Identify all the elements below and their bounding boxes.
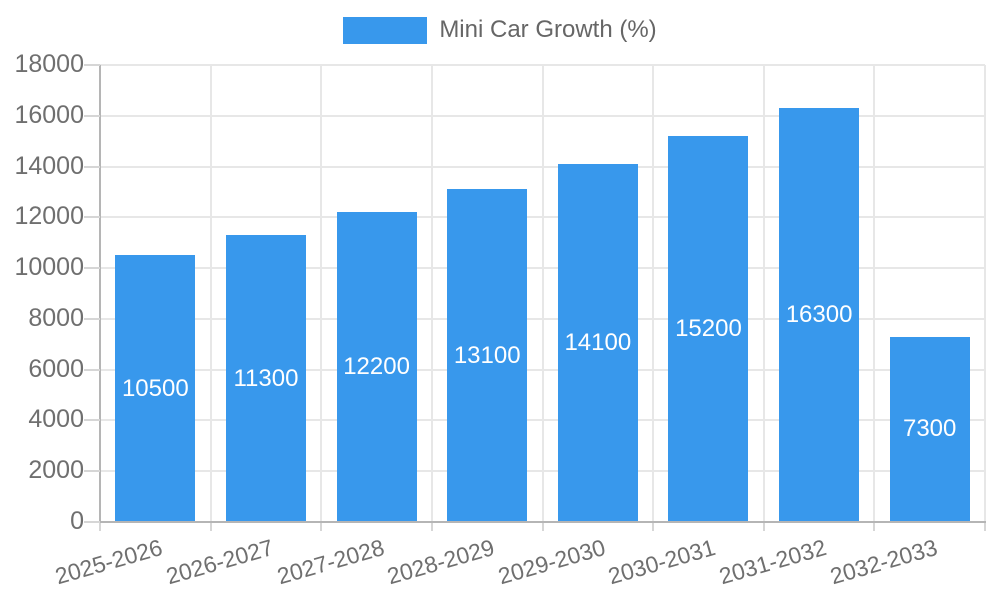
y-axis-tick-label: 2000 (28, 456, 84, 485)
y-axis-tick-label: 12000 (14, 202, 84, 231)
bar[interactable]: 7300 (889, 336, 970, 522)
x-axis-tick (762, 523, 765, 531)
y-axis-tick-label: 16000 (14, 100, 84, 129)
y-axis-line (99, 65, 101, 524)
x-axis-tick (652, 523, 655, 531)
bar[interactable]: 14100 (557, 164, 638, 522)
bar-value-label: 15200 (675, 315, 742, 343)
bar[interactable]: 16300 (779, 108, 860, 522)
gridline-vertical (320, 65, 323, 522)
y-axis-tick (84, 267, 100, 270)
y-axis-tick (84, 216, 100, 219)
x-axis-tick-label: 2030-2031 (605, 534, 719, 590)
x-axis-tick (873, 523, 876, 531)
x-axis-tick (984, 523, 986, 531)
bar-value-label: 7300 (902, 415, 957, 443)
bar[interactable]: 15200 (668, 136, 749, 522)
y-axis-tick-label: 18000 (14, 50, 84, 78)
x-axis-tick (541, 523, 544, 531)
y-axis-tick (84, 317, 100, 320)
gridline-vertical (541, 65, 544, 522)
x-axis-tick-label: 2025-2026 (52, 534, 166, 590)
gridline-vertical (209, 65, 212, 522)
plot-area: 10500 11300 12200 13100 14100 15200 16300 7300 (100, 64, 986, 522)
bar[interactable]: 13100 (447, 189, 528, 522)
y-axis-tick-label: 4000 (28, 405, 84, 434)
y-axis-tick (84, 521, 100, 523)
y-axis-tick-label: 6000 (28, 354, 84, 383)
x-axis-tick (320, 523, 323, 531)
legend-label: Mini Car Growth (%) (439, 16, 657, 43)
bar-value-label: 10500 (121, 374, 189, 402)
y-axis-tick-label: 8000 (28, 303, 84, 332)
bar[interactable]: 11300 (225, 235, 306, 522)
gridline-vertical (430, 65, 433, 522)
x-axis-line (99, 521, 986, 523)
x-axis-tick-label: 2029-2030 (495, 534, 608, 590)
y-axis-tick-label: 14000 (14, 151, 84, 180)
bar-value-label: 14100 (564, 329, 632, 357)
y-axis-tick (84, 470, 100, 473)
x-axis-tick-label: 2031-2032 (716, 534, 830, 590)
gridline-vertical (762, 65, 765, 522)
x-axis-tick-label: 2028-2029 (384, 534, 498, 590)
x-axis-tick-label: 2027-2028 (273, 534, 387, 590)
y-axis-tick (84, 165, 100, 168)
bar-value-label: 13100 (453, 341, 521, 369)
y-axis-tick-label: 10000 (14, 253, 84, 282)
x-axis-tick (99, 523, 101, 531)
bar-value-label: 11300 (233, 364, 299, 392)
y-axis-tick (84, 114, 100, 117)
bar-value-label: 12200 (343, 353, 410, 381)
y-axis-tick (84, 419, 100, 422)
x-axis-tick (430, 523, 433, 531)
y-axis-tick-label: 0 (70, 507, 84, 535)
x-axis-tick-label: 2032-2033 (826, 534, 940, 590)
x-axis-tick (209, 523, 212, 531)
bar[interactable]: 10500 (115, 255, 196, 522)
legend[interactable]: Mini Car Growth (%) (0, 16, 1000, 44)
gridline-vertical (652, 65, 655, 522)
y-axis-tick (84, 368, 100, 371)
bar-value-label: 16300 (785, 301, 853, 329)
y-axis-tick (84, 64, 100, 66)
legend-swatch-icon (343, 16, 428, 44)
gridline-vertical (984, 65, 986, 522)
bar[interactable]: 12200 (336, 212, 417, 522)
gridline-vertical (873, 65, 876, 522)
x-axis-tick-label: 2026-2027 (163, 534, 277, 590)
